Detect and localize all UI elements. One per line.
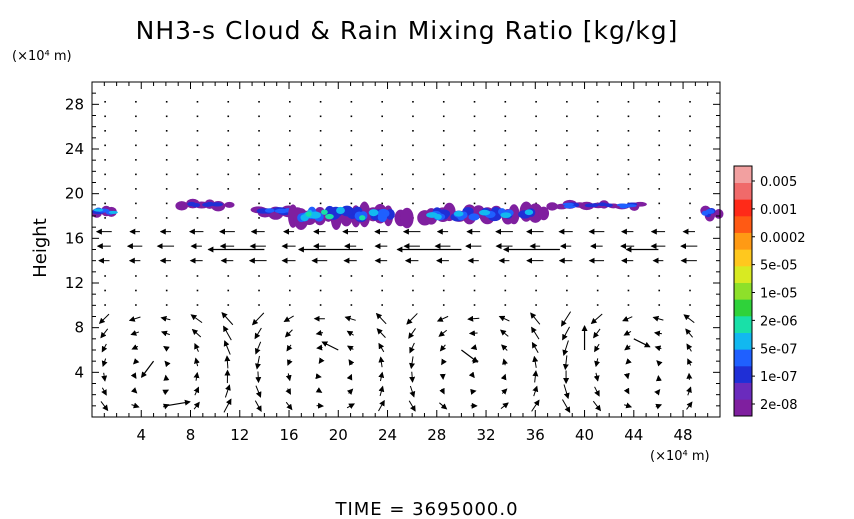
x-tick-label: 8 xyxy=(186,426,196,444)
y-tick-label: 4 xyxy=(74,363,84,381)
colorbar-label: 1e-07 xyxy=(760,370,798,385)
y-axis-label: Height xyxy=(30,218,51,278)
colorbar-segment xyxy=(734,316,752,333)
colorbar-segment xyxy=(734,199,752,217)
colorbar-segment xyxy=(734,366,752,383)
y-tick-label: 24 xyxy=(65,140,84,158)
x-tick-label: 20 xyxy=(329,426,348,444)
y-tick-label: 12 xyxy=(65,274,84,292)
colorbar-segment xyxy=(734,266,752,283)
chart-title: NH3-s Cloud & Rain Mixing Ratio [kg/kg] xyxy=(136,16,679,45)
colorbar-label: 5e-05 xyxy=(760,259,798,274)
y-tick-label: 8 xyxy=(74,319,84,337)
y-axis: 4 8 12 16 20 24 28 xyxy=(65,92,720,407)
cloud-patch xyxy=(700,205,724,222)
colorbar-label: 2e-06 xyxy=(760,314,798,329)
x-axis: 4 8 12 16 20 24 28 32 36 40 44 48 xyxy=(103,82,709,444)
x-tick-label: 32 xyxy=(476,426,495,444)
y-unit-label: (×10⁴ m) xyxy=(12,49,72,64)
wind-vector xyxy=(633,338,651,348)
colorbar-segment xyxy=(734,282,752,300)
wind-vector xyxy=(321,341,339,351)
x-tick-label: 4 xyxy=(136,426,146,444)
colorbar-label: 5e-07 xyxy=(760,342,798,357)
x-tick-label: 40 xyxy=(575,426,594,444)
wind-field xyxy=(95,100,698,414)
cloud-patch xyxy=(546,199,647,211)
x-unit-label: (×10⁴ m) xyxy=(650,449,710,464)
colorbar-segment xyxy=(734,382,752,400)
y-tick-label: 28 xyxy=(65,95,84,113)
y-tick-label: 20 xyxy=(65,185,84,203)
colorbar-segment xyxy=(734,232,752,250)
colorbar-label: 0.005 xyxy=(760,175,797,190)
x-tick-label: 28 xyxy=(427,426,446,444)
colorbar-label: 0.001 xyxy=(760,203,797,218)
colorbar: 0.005 0.001 0.0002 5e-05 1e-05 2e-06 5e-07 1e-0… xyxy=(733,165,806,417)
cloud-patch xyxy=(288,201,414,231)
colorbar-label: 1e-05 xyxy=(760,287,798,302)
colorbar-segment xyxy=(734,332,752,350)
x-tick-label: 44 xyxy=(624,426,643,444)
x-tick-label: 24 xyxy=(378,426,397,444)
x-tick-label: 12 xyxy=(230,426,249,444)
wind-vector xyxy=(461,349,479,363)
cloud-patch xyxy=(417,201,550,226)
wind-vector xyxy=(165,399,191,407)
colorbar-segment xyxy=(734,166,752,183)
colorbar-segment xyxy=(734,182,752,200)
x-tick-label: 16 xyxy=(279,426,298,444)
cloud-patch xyxy=(175,198,235,212)
colorbar-segment xyxy=(734,349,752,367)
wind-vector xyxy=(140,360,155,378)
x-tick-label: 36 xyxy=(526,426,545,444)
colorbar-segment xyxy=(734,299,752,317)
cloud-patch xyxy=(91,205,118,218)
colorbar-segment xyxy=(734,216,752,233)
colorbar-label: 2e-08 xyxy=(760,398,798,413)
colorbar-segment xyxy=(734,249,752,267)
time-label: TIME = 3695000.0 xyxy=(334,499,518,519)
y-tick-label: 16 xyxy=(65,229,84,247)
x-tick-label: 48 xyxy=(674,426,693,444)
colorbar-label: 0.0002 xyxy=(760,231,806,246)
colorbar-segment xyxy=(734,399,752,417)
